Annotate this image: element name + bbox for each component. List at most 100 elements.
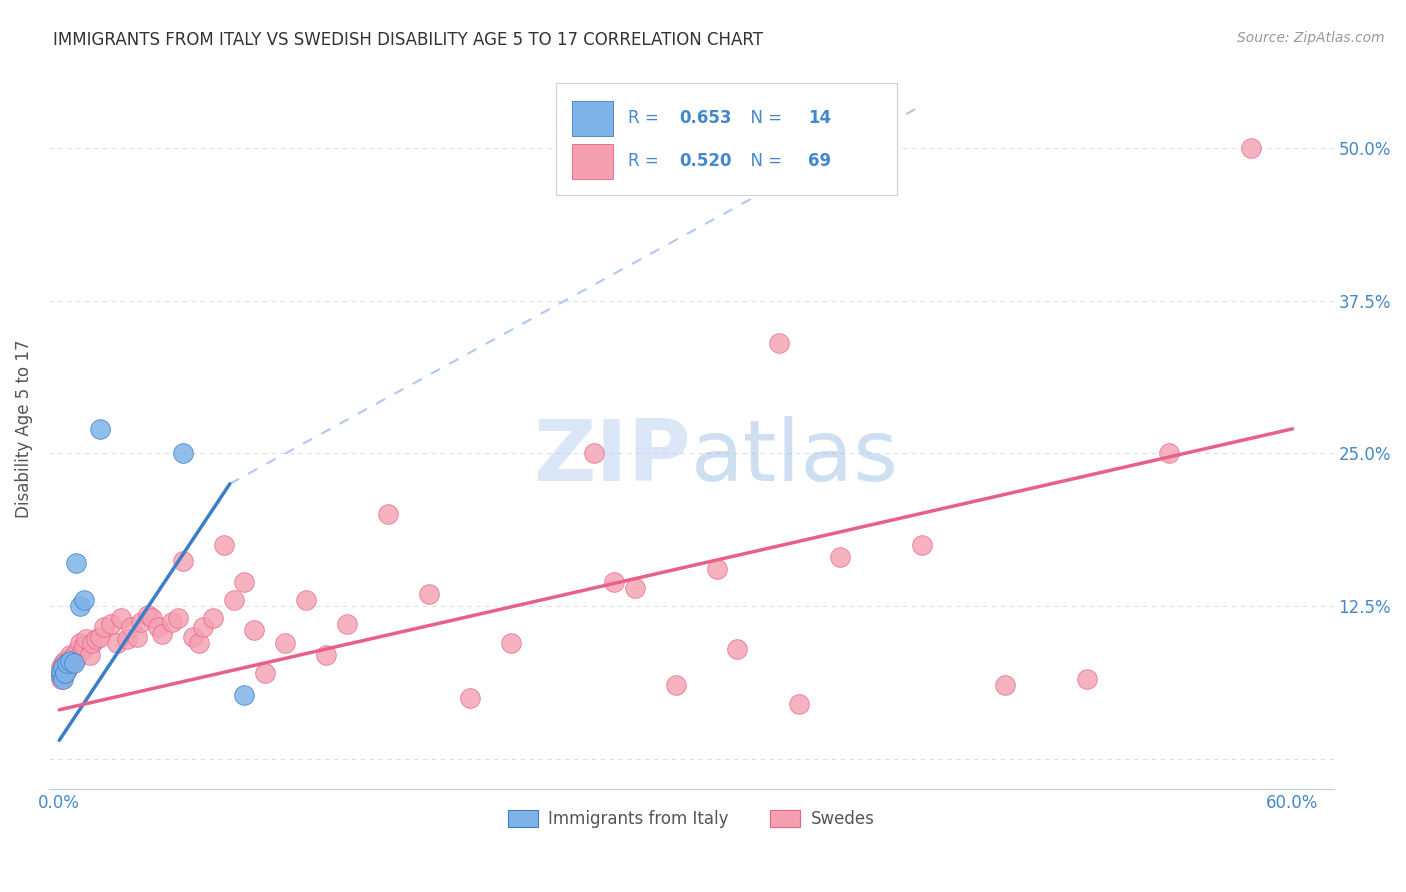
Point [167,611,190,625]
Point [295,593,318,607]
Text: 14: 14 [808,109,831,128]
Point [727,641,749,656]
Point [146,620,169,634]
Point [582,446,605,460]
Point [222,593,245,607]
Point [141,611,163,625]
Point [52,668,75,682]
Point [172,554,194,568]
Point [62,648,84,662]
Point [172,446,194,460]
Point [75,632,97,646]
Point [58,654,80,668]
Point [58,651,80,665]
Point [706,562,728,576]
Point [56,657,79,671]
Point [336,617,359,632]
Point [418,587,440,601]
Point [69,599,91,613]
Bar [572,101,613,136]
Point [377,508,399,522]
Text: IMMIGRANTS FROM ITALY VS SWEDISH DISABILITY AGE 5 TO 17 CORRELATION CHART: IMMIGRANTS FROM ITALY VS SWEDISH DISABIL… [53,31,763,49]
Point [1240,141,1263,155]
Point [55,654,77,668]
Point [51,668,73,682]
Point [191,620,214,634]
Point [84,632,107,646]
Point [73,593,96,607]
Text: N =: N = [740,109,787,128]
Point [100,617,122,632]
Point [1159,446,1181,460]
Point [89,422,111,436]
Point [188,635,211,649]
Point [501,635,523,649]
Point [79,648,101,662]
Point [62,657,84,671]
Point [56,663,79,677]
Point [243,624,266,638]
Point [69,635,91,649]
Point [56,657,79,671]
Point [52,660,75,674]
Point [131,615,153,629]
Point [65,651,87,665]
Point [66,641,89,656]
Point [51,660,73,674]
Legend: Immigrants from Italy, Swedes: Immigrants from Italy, Swedes [502,804,882,835]
Point [51,664,73,678]
Point [274,635,297,649]
Point [911,538,934,552]
Text: 0.653: 0.653 [679,109,733,128]
Point [830,550,852,565]
Point [233,688,256,702]
Point [70,644,93,658]
Point [89,630,111,644]
Point [82,635,104,649]
Bar [572,145,613,178]
Point [105,635,128,649]
Point [458,690,481,705]
Point [55,664,77,678]
Point [787,697,810,711]
Point [51,673,73,687]
Text: Source: ZipAtlas.com: Source: ZipAtlas.com [1237,31,1385,45]
Point [162,615,184,629]
Point [51,666,73,681]
Text: 69: 69 [808,153,831,170]
Point [181,630,204,644]
Point [93,620,115,634]
Point [253,666,276,681]
Point [115,632,138,646]
Text: R =: R = [628,153,664,170]
Point [603,574,626,589]
Point [127,630,149,644]
Text: 0.520: 0.520 [679,153,733,170]
Point [73,640,96,654]
Point [52,657,75,671]
Text: ZIP: ZIP [533,417,692,500]
Y-axis label: Disability Age 5 to 17: Disability Age 5 to 17 [15,340,32,518]
Point [665,678,688,692]
Point [58,648,80,662]
Point [1076,673,1098,687]
Point [52,673,75,687]
Point [623,581,645,595]
Point [315,648,337,662]
Point [150,627,173,641]
Text: R =: R = [628,109,664,128]
Point [110,611,132,625]
Point [65,556,87,570]
Point [994,678,1017,692]
Point [120,620,142,634]
Point [768,336,790,351]
FancyBboxPatch shape [557,83,897,194]
Point [60,657,83,671]
Point [212,538,235,552]
Point [55,666,77,681]
Point [136,607,159,622]
Point [233,574,256,589]
Point [202,611,225,625]
Text: N =: N = [740,153,787,170]
Text: atlas: atlas [692,417,900,500]
